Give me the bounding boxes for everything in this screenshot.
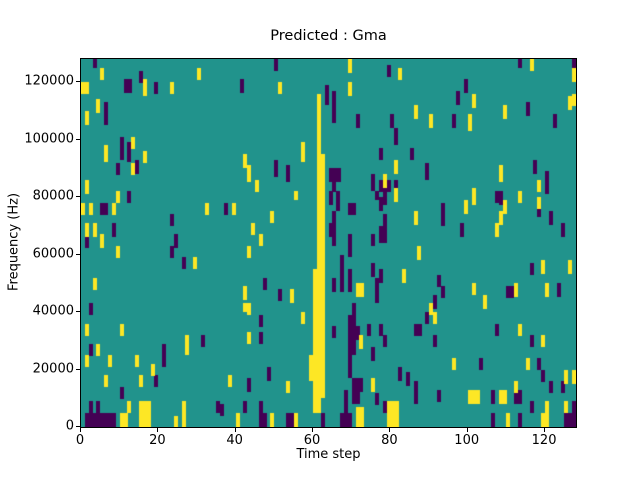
x-tick-label: 60 <box>303 433 321 448</box>
heatmap-canvas <box>81 59 576 427</box>
y-tick-mark <box>76 138 80 140</box>
y-axis-label: Frequency (Hz) <box>6 192 22 292</box>
x-tick-label: 80 <box>381 433 398 448</box>
y-tick-label: 60000 <box>32 246 74 261</box>
y-tick-mark <box>76 196 80 197</box>
y-tick-mark <box>76 426 80 427</box>
x-tick-mark <box>466 428 468 432</box>
y-tick-mark <box>76 368 80 370</box>
x-tick-label: 20 <box>149 433 166 448</box>
x-tick-mark <box>157 428 159 432</box>
y-tick-label: 80000 <box>32 188 74 204</box>
x-tick-mark <box>544 428 546 432</box>
y-tick-label: 0 <box>65 418 74 434</box>
y-tick-label: 20000 <box>32 361 74 376</box>
y-tick-label: 40000 <box>32 303 74 319</box>
x-axis-label: Time step <box>296 447 361 462</box>
chart-title: Predicted : Gma <box>270 28 387 44</box>
y-tick-mark <box>76 253 80 255</box>
x-tick-mark <box>312 428 314 432</box>
x-tick-label: 40 <box>226 433 243 448</box>
y-tick-mark <box>76 311 80 312</box>
x-tick-mark <box>234 428 236 432</box>
x-tick-label: 100 <box>454 433 480 448</box>
x-tick-label: 0 <box>75 433 85 448</box>
x-tick-mark <box>80 428 81 432</box>
plot-area <box>80 58 577 428</box>
x-tick-label: 120 <box>531 433 557 448</box>
y-tick-label: 100000 <box>24 131 74 146</box>
y-tick-label: 120000 <box>24 73 74 89</box>
y-tick-mark <box>76 81 80 82</box>
x-tick-mark <box>389 428 391 432</box>
